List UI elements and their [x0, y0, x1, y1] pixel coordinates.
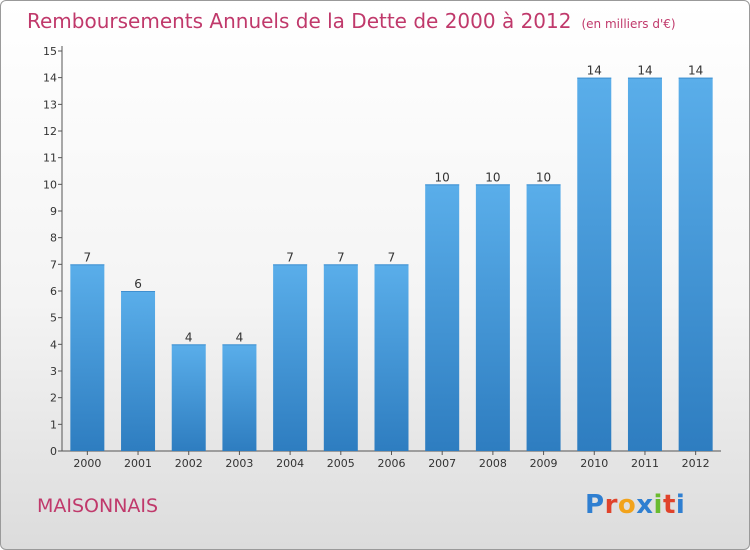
x-tick-label: 2005 [327, 457, 355, 470]
logo-letter: x [636, 490, 654, 520]
y-tick-label: 13 [43, 98, 57, 111]
y-tick-label: 10 [43, 178, 57, 191]
data-label: 10 [536, 170, 551, 184]
data-label: 10 [485, 170, 500, 184]
x-tick-label: 2012 [682, 457, 710, 470]
y-tick-label: 14 [43, 72, 57, 85]
bar [273, 264, 308, 451]
bar [70, 264, 105, 451]
bar [121, 291, 156, 451]
chart-title-text: Remboursements Annuels de la Dette de 20… [27, 9, 572, 33]
x-tick-label: 2006 [378, 457, 406, 470]
x-tick-label: 2001 [124, 457, 152, 470]
y-tick-label: 9 [50, 205, 57, 218]
y-tick-label: 3 [50, 365, 57, 378]
bar [171, 344, 206, 451]
bar [678, 77, 713, 452]
proxiti-logo: Proxiti [585, 490, 685, 520]
y-tick-label: 2 [50, 392, 57, 405]
data-label: 14 [688, 64, 703, 78]
logo-letter: t [662, 490, 676, 520]
x-tick-label: 2004 [276, 457, 304, 470]
x-tick-label: 2008 [479, 457, 507, 470]
y-tick-label: 1 [50, 418, 57, 431]
chart-subtitle: (en milliers d'€) [581, 17, 676, 31]
x-tick-label: 2002 [175, 457, 203, 470]
y-tick-label: 0 [50, 445, 57, 458]
x-tick-label: 2007 [428, 457, 456, 470]
y-tick-label: 8 [50, 232, 57, 245]
bar [475, 184, 510, 452]
x-tick-label: 2000 [73, 457, 101, 470]
data-label: 7 [84, 250, 92, 264]
data-label: 7 [337, 250, 345, 264]
x-tick-label: 2003 [225, 457, 253, 470]
bar [627, 77, 662, 452]
y-tick-label: 12 [43, 125, 57, 138]
x-tick-label: 2009 [530, 457, 558, 470]
y-tick-label: 11 [43, 152, 57, 165]
bar [577, 77, 612, 452]
data-label: 14 [637, 64, 652, 78]
y-tick-label: 15 [43, 45, 57, 58]
data-label: 6 [134, 277, 142, 291]
logo-letter: o [617, 490, 637, 520]
logo-letter: r [604, 490, 618, 520]
logo-letter: i [675, 490, 686, 520]
logo-letter: i [653, 490, 663, 520]
data-label: 14 [587, 64, 602, 78]
chart-title: Remboursements Annuels de la Dette de 20… [27, 9, 676, 33]
x-tick-label: 2010 [580, 457, 608, 470]
bar [222, 344, 257, 451]
bar [323, 264, 358, 451]
y-tick-label: 4 [50, 338, 57, 351]
logo-letter: P [585, 490, 605, 520]
y-tick-label: 6 [50, 285, 57, 298]
y-tick-label: 7 [50, 258, 57, 271]
y-tick-label: 5 [50, 312, 57, 325]
data-label: 7 [286, 250, 294, 264]
data-label: 4 [185, 330, 193, 344]
x-tick-label: 2011 [631, 457, 659, 470]
bar [526, 184, 561, 452]
bar [425, 184, 460, 452]
commune-name: MAISONNAIS [37, 495, 159, 517]
data-label: 4 [236, 330, 244, 344]
data-label: 10 [435, 170, 450, 184]
data-label: 7 [388, 250, 396, 264]
bar [374, 264, 409, 451]
